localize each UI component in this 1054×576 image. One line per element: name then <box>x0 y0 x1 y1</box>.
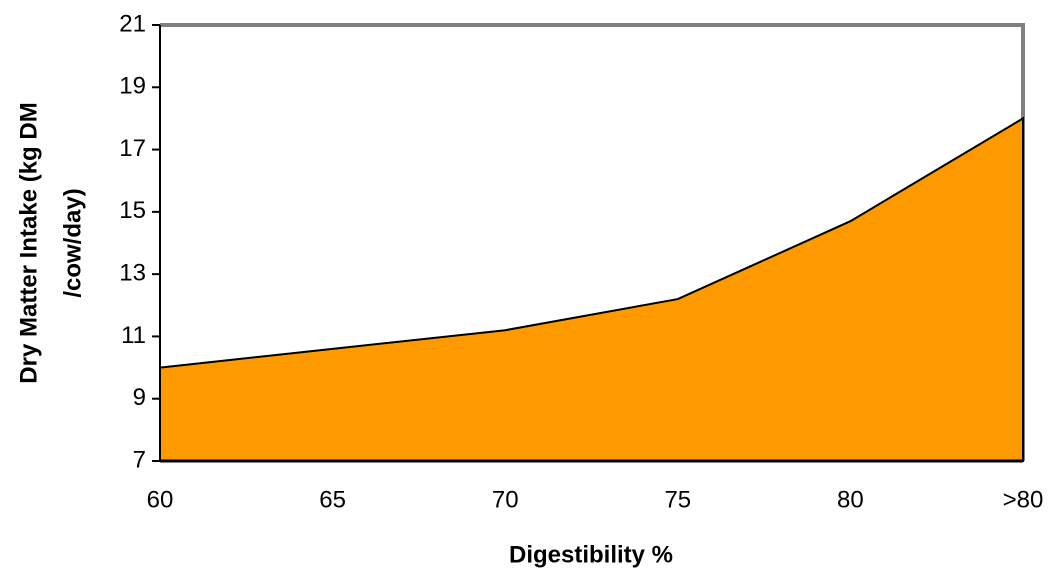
y-tick-label: 19 <box>119 73 146 100</box>
x-tick-label: 65 <box>319 486 346 513</box>
area <box>159 116 1024 462</box>
y-axis-title: /cow/day) <box>59 188 86 297</box>
x-tick-label: 70 <box>492 486 519 513</box>
y-tick-label: 13 <box>119 259 146 286</box>
y-tick-label: 21 <box>119 10 146 37</box>
x-axis-title: Digestibility % <box>509 541 673 568</box>
x-tick-label: 75 <box>664 486 691 513</box>
y-tick-label: 11 <box>121 322 146 349</box>
x-tick-label: >80 <box>1003 486 1044 513</box>
x-tick-label: 80 <box>837 486 864 513</box>
y-tick-label: 7 <box>133 446 146 473</box>
y-tick-label: 9 <box>133 384 146 411</box>
y-tick-label: 17 <box>119 135 146 162</box>
y-axis-title: Dry Matter Intake (kg DM <box>15 102 42 383</box>
x-tick-label: 60 <box>147 486 174 513</box>
y-tick-label: 15 <box>119 197 146 224</box>
